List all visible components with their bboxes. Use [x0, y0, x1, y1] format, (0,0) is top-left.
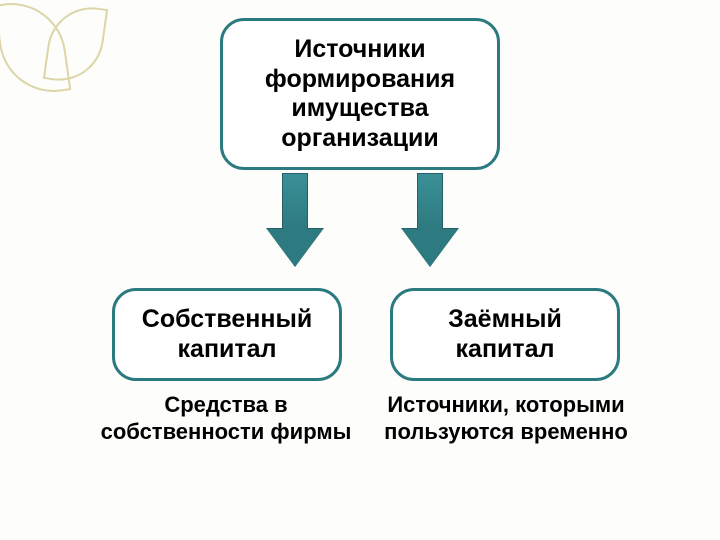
arrow-head-icon — [267, 229, 323, 267]
child-node-right: Заёмный капитал — [390, 288, 620, 381]
corner-decoration — [0, 0, 130, 130]
arrow-stem — [417, 173, 443, 231]
arrow-stem — [282, 173, 308, 231]
leaf-shape-2 — [43, 2, 108, 87]
child-node-right-title: Заёмный капитал — [403, 305, 607, 364]
root-node: Источники формирования имущества организ… — [220, 18, 500, 170]
arrows-container — [0, 173, 720, 269]
arrow-right — [402, 173, 458, 269]
root-node-title: Источники формирования имущества организ… — [243, 35, 477, 153]
arrow-head-icon — [402, 229, 458, 267]
arrow-left — [267, 173, 323, 269]
child-node-left-title: Собственный капитал — [125, 305, 329, 364]
child-description-left: Средства в собственности фирмы — [96, 392, 356, 446]
child-description-right: Источники, которыми пользуются временно — [376, 392, 636, 446]
child-node-left: Собственный капитал — [112, 288, 342, 381]
